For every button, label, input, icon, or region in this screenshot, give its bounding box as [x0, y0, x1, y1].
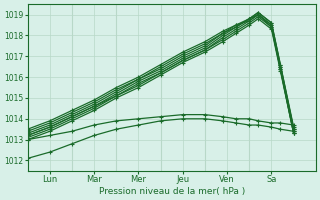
X-axis label: Pression niveau de la mer( hPa ): Pression niveau de la mer( hPa ) — [99, 187, 245, 196]
